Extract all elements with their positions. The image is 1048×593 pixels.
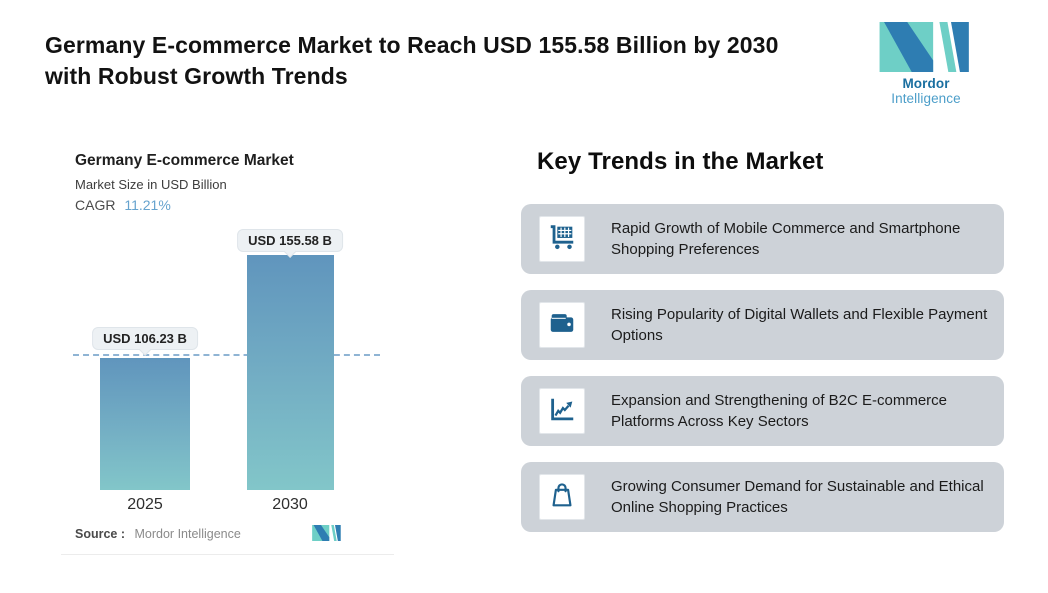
icon-tile xyxy=(539,302,585,348)
x-axis-label-2030: 2030 xyxy=(272,496,308,513)
icon-tile xyxy=(539,474,585,520)
shopping-bag-icon xyxy=(547,480,577,515)
chart-title: Germany E-commerce Market xyxy=(75,152,294,169)
market-chart-card: Germany E-commerce Market Market Size in… xyxy=(55,125,394,563)
trend-text: Expansion and Strengthening of B2C E-com… xyxy=(611,392,948,430)
card-bottom-divider xyxy=(61,554,394,555)
icon-tile xyxy=(539,216,585,262)
trend-card-digital-wallets: Rising Popularity of Digital Wallets and… xyxy=(521,290,1004,360)
brand-name-bold: Mordor xyxy=(902,76,950,91)
bar-value-label-2030: USD 155.58 B xyxy=(237,229,343,252)
bar-value-label-2025: USD 106.23 B xyxy=(92,327,198,350)
wallet-icon xyxy=(547,308,577,343)
key-trends-section: Key Trends in the Market Rapid Growth of… xyxy=(521,148,1004,548)
trend-card-sustainable-shopping: Growing Consumer Demand for Sustainable … xyxy=(521,462,1004,532)
icon-tile xyxy=(539,388,585,434)
cagr-label: CAGR xyxy=(75,197,116,213)
page-title-line1: Germany E-commerce Market to Reach USD 1… xyxy=(45,32,779,58)
trend-card-mobile-commerce: Rapid Growth of Mobile Commerce and Smar… xyxy=(521,204,1004,274)
brand-wordmark: Mordor Intelligence xyxy=(866,76,986,106)
brand-name-light: Intelligence xyxy=(891,91,961,106)
line-chart-icon xyxy=(547,394,577,429)
reference-dashed-line xyxy=(73,354,380,356)
chart-cagr: CAGR 11.21% xyxy=(75,197,171,213)
trend-text: Rapid Growth of Mobile Commerce and Smar… xyxy=(611,220,961,258)
bar-2030 xyxy=(247,255,334,490)
mordor-intelligence-logo: Mordor Intelligence xyxy=(866,22,986,106)
source-value: Mordor Intelligence xyxy=(134,527,241,541)
page-title: Germany E-commerce Market to Reach USD 1… xyxy=(45,30,875,92)
chart-subtitle: Market Size in USD Billion xyxy=(75,177,227,192)
cagr-value: 11.21% xyxy=(124,197,171,213)
bar-2025 xyxy=(100,358,190,490)
mordor-logo-mark-icon xyxy=(866,22,986,72)
shopping-cart-icon xyxy=(547,222,577,257)
mordor-logo-mini-icon xyxy=(312,525,342,544)
trend-card-b2c-platforms: Expansion and Strengthening of B2C E-com… xyxy=(521,376,1004,446)
x-axis-label-2025: 2025 xyxy=(127,496,163,513)
trend-text: Rising Popularity of Digital Wallets and… xyxy=(611,306,988,344)
source-row: Source : Mordor Intelligence xyxy=(75,525,360,544)
trend-text: Growing Consumer Demand for Sustainable … xyxy=(611,478,984,516)
source-label: Source : xyxy=(75,527,126,541)
trends-heading: Key Trends in the Market xyxy=(537,148,824,175)
page-title-line2: with Robust Growth Trends xyxy=(45,63,348,89)
